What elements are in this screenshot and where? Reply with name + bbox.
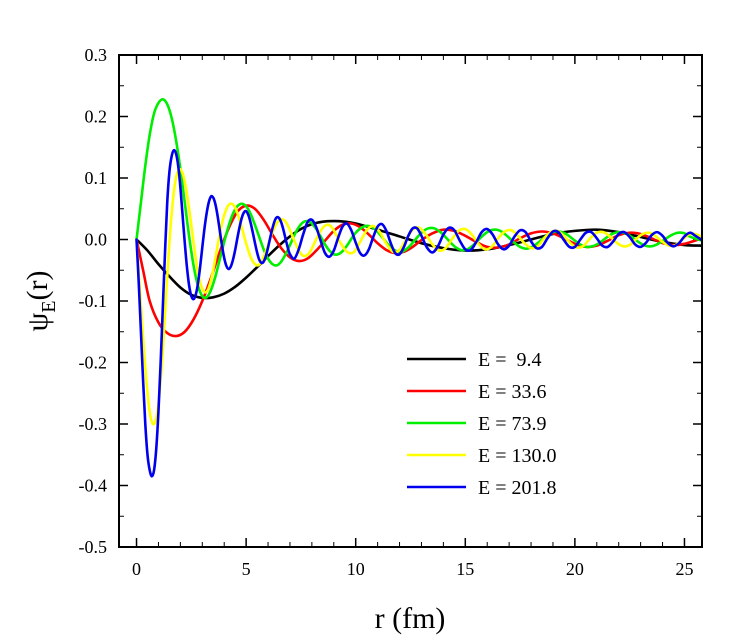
series-line-4 (137, 169, 702, 424)
legend-label-1: E = 9.4 (478, 349, 542, 371)
y-axis-title: ψE(r) (21, 271, 60, 332)
y-axis-title-suffix: (r) (21, 271, 54, 301)
x-axis-title: r (fm) (375, 602, 446, 635)
legend-label-3: E = 73.9 (478, 413, 547, 435)
y-tick-label: -0.1 (79, 291, 108, 311)
y-tick-label: 0.2 (85, 107, 108, 127)
tick-labels: 0 5 10 15 20 25 -0.5 -0.4 -0.3 -0.2 -0.1 0.0 0.1 0.2 0… (79, 45, 694, 579)
y-axis-title-subscript: E (38, 300, 60, 312)
y-tick-label: -0.5 (79, 537, 108, 557)
legend: E = 9.4 E = 33.6 E = 73.9 E = 130.0 E = 201.… (407, 349, 557, 499)
y-axis-title-base: ψ (21, 312, 54, 331)
x-tick-label: 15 (456, 559, 474, 579)
y-tick-label: 0.1 (85, 168, 108, 188)
legend-label-5: E = 201.8 (478, 477, 557, 499)
x-tick-label: 0 (132, 559, 141, 579)
x-tick-label: 5 (242, 559, 251, 579)
x-tick-label: 20 (566, 559, 584, 579)
y-tick-label: 0.0 (85, 230, 108, 250)
y-tick-label: -0.4 (79, 476, 108, 496)
x-tick-label: 10 (347, 559, 365, 579)
y-tick-label: -0.2 (79, 353, 108, 373)
series-lines (137, 99, 702, 476)
y-tick-label: 0.3 (85, 45, 108, 65)
y-tick-label: -0.3 (79, 414, 108, 434)
plot-frame (119, 55, 702, 547)
series-line-5 (137, 150, 702, 476)
series-line-3 (137, 99, 702, 298)
wavefunction-chart: 0 5 10 15 20 25 -0.5 -0.4 -0.3 -0.2 -0.1 0.0 0.1 0.2 0… (0, 0, 730, 643)
legend-label-2: E = 33.6 (478, 381, 547, 403)
legend-label-4: E = 130.0 (478, 445, 557, 467)
x-tick-label: 25 (675, 559, 693, 579)
axis-ticks (119, 55, 702, 547)
